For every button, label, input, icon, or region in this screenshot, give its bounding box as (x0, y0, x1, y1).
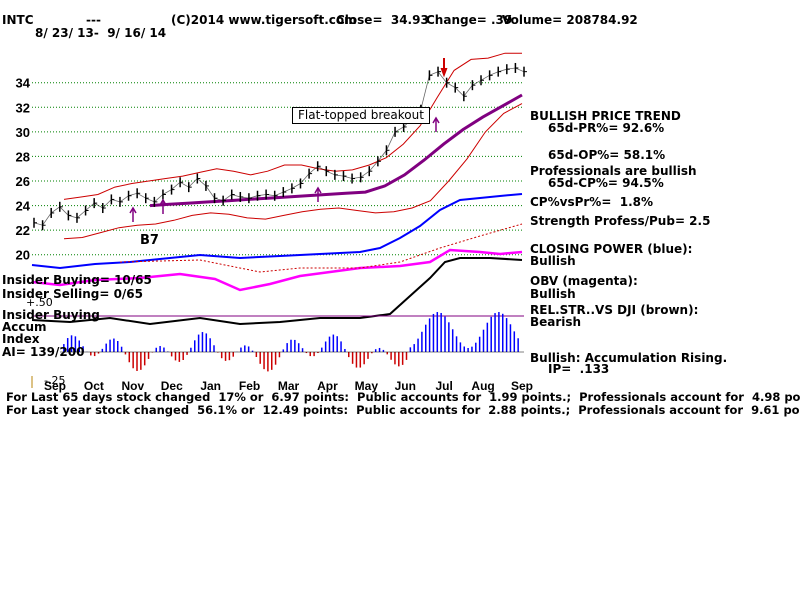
rel-strength-label: REL.STR..VS DJI (brown): (530, 303, 699, 317)
y-tick-label: 32 (16, 100, 30, 115)
accumulation-status: Bullish: Accumulation Rising. (530, 351, 728, 365)
strength-ratio: Strength Profess/Pub= 2.5 (530, 214, 711, 228)
b7-signal-label: B7 (140, 233, 159, 248)
cp-percent: 65d-CP%= 94.5% (548, 176, 664, 190)
closing-power-label: CLOSING POWER (blue): (530, 242, 693, 256)
x-tick-label: Mar (278, 379, 300, 393)
header-dashes: --- (86, 13, 101, 27)
upper-band-line (63, 52, 522, 200)
x-tick-label: Jun (395, 379, 416, 393)
accum-top-label: +.50 (26, 296, 53, 309)
y-tick-label: 28 (16, 149, 30, 164)
y-tick-label: 34 (16, 76, 31, 91)
x-tick-label: Sep (44, 379, 66, 393)
breakout-annotation: Flat-topped breakout (292, 107, 430, 124)
buy-arrow-head (159, 198, 167, 206)
insider-buying-count: Insider Buying= 10/65 (2, 273, 152, 287)
moving-average (149, 93, 523, 208)
date-range: 8/ 23/ 13- 9/ 16/ 14 (35, 26, 167, 40)
support-dotted-line (119, 223, 523, 273)
price-change: Change= .39 (426, 13, 513, 27)
buy-arrow-head (314, 186, 322, 194)
x-tick-label: Sep (511, 379, 533, 393)
x-tick-label: Nov (121, 379, 144, 393)
accum-bottom-label: -.25 (44, 374, 66, 387)
ip-value: IP= .133 (548, 362, 610, 376)
buy-arrow-head (129, 206, 137, 214)
op-percent: 65d-OP%= 58.1% (548, 148, 666, 162)
relative-strength-line (31, 257, 523, 326)
lower-band-line (63, 103, 523, 240)
indicator-lines (31, 193, 524, 326)
x-tick-label: Jul (435, 379, 452, 393)
y-tick-label: 22 (16, 223, 30, 238)
y-tick-label: 26 (16, 174, 30, 189)
price-trend-label: BULLISH PRICE TREND (530, 109, 681, 123)
ai-value: AI= 139/200 (2, 345, 85, 359)
y-tick-label: 24 (16, 199, 31, 214)
x-tick-label: Jan (200, 379, 221, 393)
pr-percent: 65d-PR%= 92.6% (548, 121, 665, 135)
y-tick-labels: 20 22 24 26 28 30 32 34 (16, 76, 31, 263)
obv-status: Bullish (530, 287, 576, 301)
price-bands (63, 52, 523, 240)
price-line (33, 67, 525, 226)
x-tick-label: Aug (471, 379, 494, 393)
x-tick-labels: Sep Oct Nov Dec Jan Feb Mar Apr May Jun Jul Aug Sep (31, 376, 533, 393)
close-price: Close= 34.93 (336, 13, 429, 27)
accum-label: Accum (2, 320, 47, 334)
y-tick-label: 30 (16, 125, 30, 140)
signal-arrows (129, 58, 448, 222)
price-series (33, 62, 527, 231)
obv-label: OBV (magenta): (530, 274, 638, 288)
insider-selling-count: Insider Selling= 0/65 (2, 287, 144, 301)
ticker-symbol: INTC (2, 13, 34, 27)
grid-lines (32, 82, 524, 256)
buy-arrow-head (432, 116, 440, 124)
moving-average-line (149, 93, 523, 208)
y-tick-label: 20 (16, 248, 30, 263)
summary-65-days: For Last 65 days stock changed 17% or 6.… (6, 390, 800, 404)
x-tick-label: Oct (84, 379, 104, 393)
x-tick-label: May (355, 379, 379, 393)
closing-power-status: Bullish (530, 254, 576, 268)
copyright-text: (C)2014 www.tigersoft.com (171, 13, 357, 27)
sell-arrow-head (440, 67, 448, 78)
accumulation-histogram (60, 312, 524, 372)
cp-vs-pr: CP%vsPr%= 1.8% (530, 195, 654, 209)
x-tick-label: Apr (317, 379, 338, 393)
summary-last-year: For Last year stock changed 56.1% or 12.… (6, 403, 800, 417)
obv-line (31, 248, 523, 292)
rel-strength-status: Bearish (530, 315, 582, 329)
x-tick-label: Dec (161, 379, 183, 393)
volume-value: Volume= 208784.92 (502, 13, 638, 27)
insider-buying-label: Insider Buying (2, 308, 100, 322)
x-tick-label: Feb (239, 379, 260, 393)
professionals-status: Professionals are bullish (530, 164, 697, 178)
index-label: Index (2, 332, 40, 346)
